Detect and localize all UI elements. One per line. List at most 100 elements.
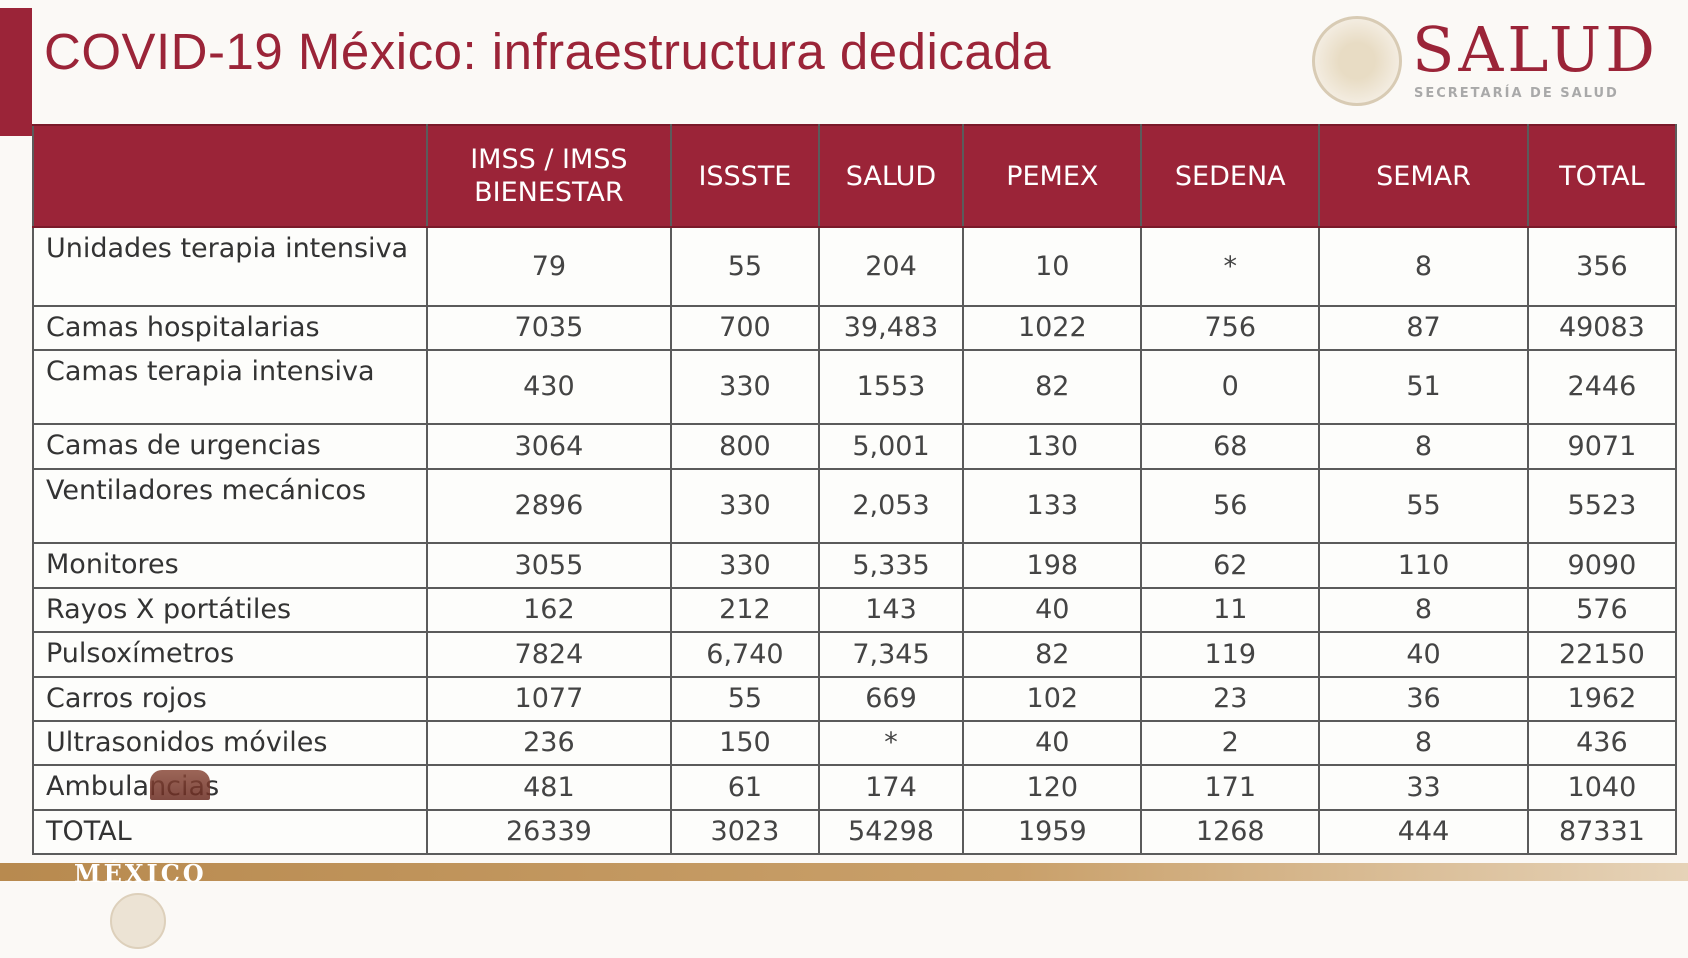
column-header: PEMEX [962, 124, 1143, 228]
table-cell: 7824 [425, 631, 673, 678]
row-label: Ultrasonidos móviles [32, 720, 428, 766]
table-cell: 55 [1318, 468, 1529, 544]
table-cell: 40 [1318, 631, 1529, 678]
page-title: COVID-19 México: infraestructura dedicad… [44, 23, 1051, 80]
table-cell: 576 [1526, 587, 1678, 633]
table-cell: 143 [817, 587, 965, 633]
table-cell: 430 [425, 349, 673, 425]
table-cell: 212 [670, 587, 820, 633]
table-cell: 119 [1140, 631, 1321, 678]
row-label: Camas de urgencias [32, 423, 428, 470]
table-cell: 120 [962, 764, 1143, 811]
table-cell: 68 [1140, 423, 1321, 470]
row-label: Camas hospitalarias [32, 305, 428, 351]
table-cell: 171 [1140, 764, 1321, 811]
table-cell: 110 [1318, 542, 1529, 589]
table-cell: 356 [1526, 226, 1678, 307]
footer-gold-bar [0, 863, 1688, 881]
table-row: Camas hospitalarias 7035 700 39,483 1022 756 8… [32, 305, 1678, 351]
row-label: TOTAL [32, 809, 428, 855]
row-label: Unidades terapia intensiva [32, 226, 428, 307]
table-cell: 56 [1140, 468, 1321, 544]
row-label: Monitores [32, 542, 428, 589]
table-cell: 61 [670, 764, 820, 811]
table-cell: 2 [1140, 720, 1321, 766]
row-label: Carros rojos [32, 676, 428, 722]
table-cell: 236 [425, 720, 673, 766]
table-cell: 1553 [817, 349, 965, 425]
table-cell: 1268 [1140, 809, 1321, 855]
table-cell: 330 [670, 468, 820, 544]
table-cell: 2,053 [817, 468, 965, 544]
table-cell: 2446 [1526, 349, 1678, 425]
table-row: Ventiladores mecánicos 2896 330 2,053 133 56 5… [32, 468, 1678, 544]
salud-logo: SALUD [1412, 13, 1659, 86]
table-row: Pulsoxímetros 7824 6,740 7,345 82 119 40 22150 [32, 631, 1678, 678]
table-cell: 0 [1140, 349, 1321, 425]
salud-logo-subtitle: SECRETARÍA DE SALUD [1414, 86, 1619, 101]
table-row: Camas de urgencias 3064 800 5,001 130 68 8 9071 [32, 423, 1678, 470]
table-cell: 204 [817, 226, 965, 307]
table-cell: 87 [1318, 305, 1529, 351]
table-cell: 756 [1140, 305, 1321, 351]
column-header [32, 124, 428, 228]
table-cell: 1077 [425, 676, 673, 722]
table-cell: 8 [1318, 720, 1529, 766]
column-header: SALUD [817, 124, 965, 228]
table-cell: 198 [962, 542, 1143, 589]
row-label: Rayos X portátiles [32, 587, 428, 633]
table-cell: 6,740 [670, 631, 820, 678]
table-cell: 133 [962, 468, 1143, 544]
table-row: Unidades terapia intensiva 79 55 204 10 * 8 356 [32, 226, 1678, 307]
row-label: Ventiladores mecánicos [32, 468, 428, 544]
table-cell: 26339 [425, 809, 673, 855]
table-cell: 36 [1318, 676, 1529, 722]
table-cell: 55 [670, 226, 820, 307]
table-cell: 55 [670, 676, 820, 722]
table-cell: 40 [962, 720, 1143, 766]
table-cell: 54298 [817, 809, 965, 855]
table-cell: 800 [670, 423, 820, 470]
table-cell: 1022 [962, 305, 1143, 351]
table-cell: 1962 [1526, 676, 1678, 722]
table-cell: 51 [1318, 349, 1529, 425]
row-label: Ambulancias [32, 764, 428, 811]
table-cell: * [1140, 226, 1321, 307]
column-header: SEMAR [1318, 124, 1529, 228]
table-cell: 3055 [425, 542, 673, 589]
table-cell: 33 [1318, 764, 1529, 811]
table-row: TOTAL 26339 3023 54298 1959 1268 444 87331 [32, 809, 1678, 855]
infrastructure-table: IMSS / IMSS BIENESTAR ISSSTE SALUD PEMEX SED… [32, 124, 1678, 855]
national-seal-icon [1312, 16, 1402, 106]
table-row: Ultrasonidos móviles 236 150 * 40 2 8 436 [32, 720, 1678, 766]
table-cell: 330 [670, 349, 820, 425]
table-row: Ambulancias 481 61 174 120 171 33 1040 [32, 764, 1678, 811]
table-cell: 669 [817, 676, 965, 722]
table-cell: 8 [1318, 587, 1529, 633]
table-cell: 5,001 [817, 423, 965, 470]
table-cell: 23 [1140, 676, 1321, 722]
table-cell: 1040 [1526, 764, 1678, 811]
footer-seal-icon [110, 893, 166, 949]
table-row: Monitores 3055 330 5,335 198 62 110 9090 [32, 542, 1678, 589]
table-cell: 8 [1318, 423, 1529, 470]
row-label: Pulsoxímetros [32, 631, 428, 678]
column-header: IMSS / IMSS BIENESTAR [425, 124, 673, 228]
table-cell: 82 [962, 349, 1143, 425]
heroes-logo-icon [150, 770, 210, 800]
table-cell: 10 [962, 226, 1143, 307]
table-cell: 87331 [1526, 809, 1678, 855]
column-header: TOTAL [1526, 124, 1678, 228]
table-cell: 79 [425, 226, 673, 307]
column-header: ISSSTE [670, 124, 820, 228]
table-cell: 330 [670, 542, 820, 589]
table-cell: 7035 [425, 305, 673, 351]
table-cell: 40 [962, 587, 1143, 633]
gobierno-mexico-logo: MÉXICO [74, 859, 207, 888]
table-header-row: IMSS / IMSS BIENESTAR ISSSTE SALUD PEMEX SED… [32, 124, 1678, 228]
title-accent-bar [0, 8, 32, 136]
table-cell: 481 [425, 764, 673, 811]
table-cell: 5523 [1526, 468, 1678, 544]
table-cell: 150 [670, 720, 820, 766]
table-cell: 162 [425, 587, 673, 633]
